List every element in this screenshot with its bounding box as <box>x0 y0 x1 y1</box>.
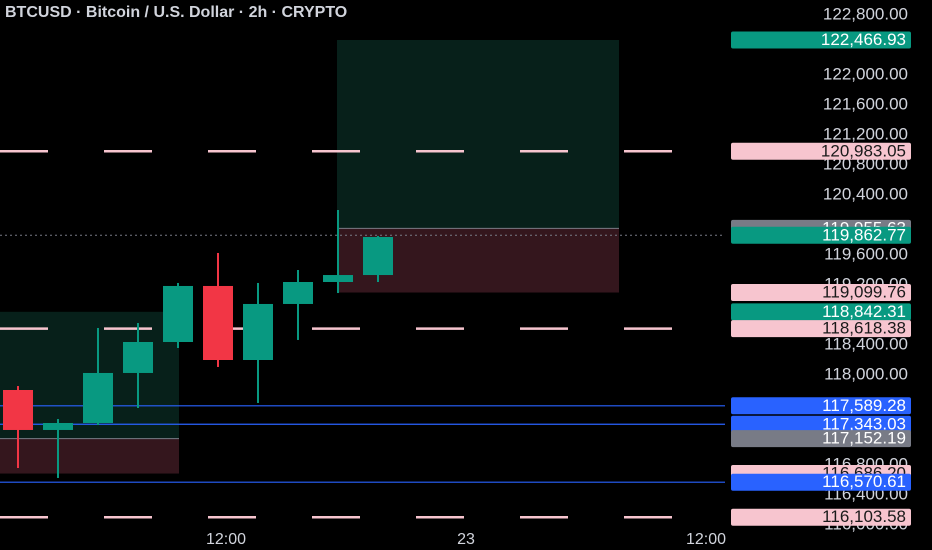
candle-body <box>283 282 313 304</box>
candle-body <box>243 303 273 360</box>
candle-body <box>43 423 73 430</box>
x-tick-label: 23 <box>457 531 475 548</box>
x-tick-label: 12:00 <box>206 531 246 548</box>
candle-body <box>163 285 193 342</box>
price-tag <box>731 508 911 526</box>
price-tag <box>731 142 911 160</box>
price-tag-label: 120,983.05 <box>821 141 906 160</box>
y-tick-label: 118,400.00 <box>824 334 908 353</box>
price-tag <box>731 473 911 491</box>
price-tag-label: 118,842.31 <box>822 302 906 321</box>
price-tag-label: 117,343.03 <box>822 414 906 433</box>
plot: 116,000.00116,400.00116,800.00118,000.00… <box>0 4 911 548</box>
target-zone <box>337 39 619 229</box>
y-tick-label: 121,600.00 <box>823 94 908 113</box>
y-tick-label: 120,400.00 <box>823 184 908 203</box>
candle-body <box>323 275 353 282</box>
y-tick-label: 119,600.00 <box>824 244 908 263</box>
price-tag-label: 117,589.28 <box>822 396 906 415</box>
candle-body <box>123 342 153 373</box>
price-tag-label: 116,570.61 <box>822 472 906 491</box>
price-tag-label: 118,618.38 <box>822 319 906 338</box>
price-tag-label: 122,466.93 <box>821 30 906 49</box>
x-tick-label: 12:00 <box>686 531 726 548</box>
chart-title: BTCUSD · Bitcoin / U.S. Dollar · 2h · CR… <box>5 4 347 21</box>
price-tag-label: 117,152.19 <box>822 429 906 448</box>
price-tag <box>731 226 911 244</box>
stop-zone <box>0 438 179 474</box>
price-tag-label: 119,099.76 <box>822 283 906 302</box>
price-tag <box>731 31 911 49</box>
price-tag <box>731 397 911 415</box>
price-tag-label: 119,862.77 <box>822 225 906 244</box>
price-tag <box>731 303 911 321</box>
price-tag-label: 116,103.58 <box>822 507 906 526</box>
price-tag <box>731 320 911 338</box>
candle-body <box>203 285 233 360</box>
price-tag <box>731 415 911 433</box>
candle-body <box>83 372 113 423</box>
price-tag <box>731 430 911 448</box>
candle-body <box>363 237 393 276</box>
y-tick-label: 122,800.00 <box>823 4 908 23</box>
y-tick-label: 122,000.00 <box>823 64 908 83</box>
y-tick-label: 121,200.00 <box>823 124 908 143</box>
candle-body <box>3 390 33 430</box>
price-tag <box>731 284 911 302</box>
y-tick-label: 118,000.00 <box>824 364 908 383</box>
